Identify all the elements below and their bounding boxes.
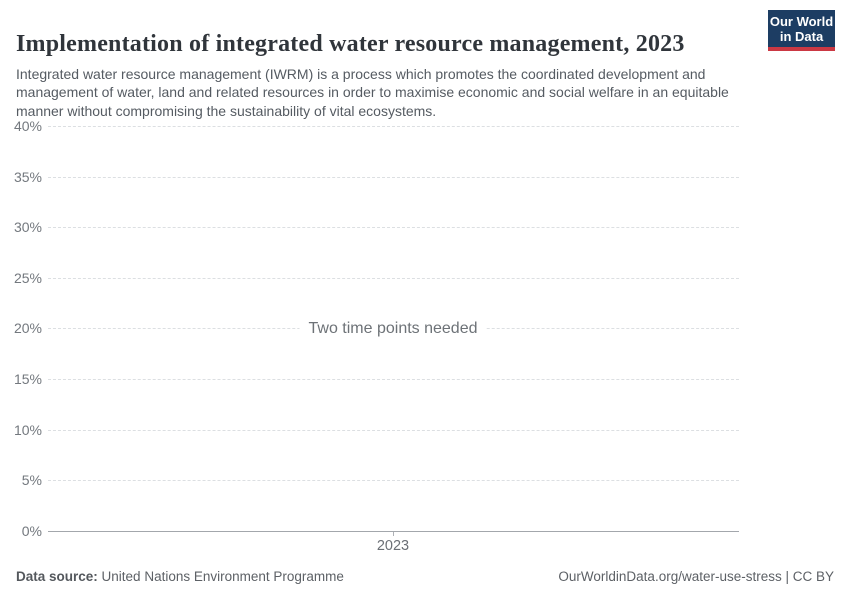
attribution-url: OurWorldinData.org/water-use-stress | CC… <box>558 569 834 584</box>
data-source: Data source: United Nations Environment … <box>16 569 344 584</box>
gridline <box>48 430 739 431</box>
y-axis-tick-label: 5% <box>21 472 42 488</box>
chart-subtitle: Integrated water resource management (IW… <box>16 66 729 119</box>
gridline <box>48 480 739 481</box>
gridline <box>48 227 739 228</box>
gridline <box>48 379 739 380</box>
gridline <box>48 177 739 178</box>
y-axis-tick-label: 25% <box>13 270 42 286</box>
y-axis-tick-label: 30% <box>13 219 42 235</box>
y-axis-tick-label: 35% <box>13 169 42 185</box>
y-axis-tick-label: 0% <box>21 523 42 539</box>
owid-logo-line2: in Data <box>779 29 824 44</box>
owid-logo: Our World in Data <box>768 10 835 51</box>
data-source-label: Data source: <box>16 569 98 584</box>
chart-title: Implementation of integrated water resou… <box>16 31 685 58</box>
x-axis-line <box>48 531 739 532</box>
x-axis-tick-label: 2023 <box>376 538 410 554</box>
empty-state-message: Two time points needed <box>299 318 487 340</box>
y-axis-tick-label: 15% <box>13 371 42 387</box>
gridline <box>48 126 739 127</box>
data-source-value: United Nations Environment Programme <box>101 569 344 584</box>
owid-logo-line1: Our World <box>769 14 834 29</box>
y-axis-tick-label: 40% <box>13 118 42 134</box>
x-axis-tick-mark <box>393 532 394 536</box>
y-axis-tick-label: 20% <box>13 320 42 336</box>
y-axis-tick-label: 10% <box>13 422 42 438</box>
gridline <box>48 278 739 279</box>
